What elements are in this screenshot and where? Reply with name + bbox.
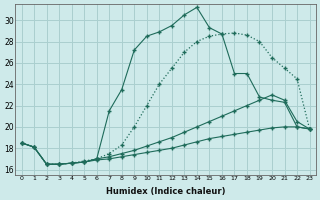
X-axis label: Humidex (Indice chaleur): Humidex (Indice chaleur) [106,187,225,196]
